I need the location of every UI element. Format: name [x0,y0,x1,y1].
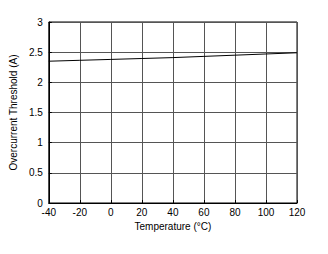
svg-text:0: 0 [108,207,114,218]
svg-text:2.5: 2.5 [29,47,43,58]
svg-text:Overcurrent Threshold (A): Overcurrent Threshold (A) [8,55,19,171]
svg-text:120: 120 [289,207,306,218]
svg-text:0.5: 0.5 [29,167,43,178]
svg-text:60: 60 [198,207,210,218]
svg-text:-20: -20 [73,207,88,218]
svg-text:100: 100 [258,207,275,218]
svg-text:0: 0 [37,197,43,209]
svg-text:1: 1 [37,137,43,148]
svg-text:80: 80 [229,207,241,218]
svg-text:2: 2 [37,77,43,88]
svg-text:40: 40 [167,207,179,218]
svg-text:1.5: 1.5 [29,107,43,118]
svg-text:-40: -40 [42,207,57,218]
svg-text:3: 3 [37,17,43,28]
svg-text:20: 20 [136,207,148,218]
svg-text:Temperature (°C): Temperature (°C) [135,221,212,232]
